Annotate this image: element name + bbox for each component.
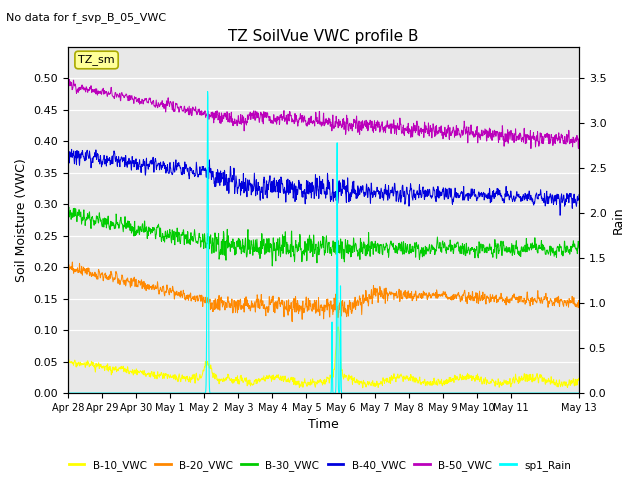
Text: TZ_sm: TZ_sm xyxy=(78,55,115,65)
Title: TZ SoilVue VWC profile B: TZ SoilVue VWC profile B xyxy=(228,29,419,44)
Text: No data for f_svp_B_05_VWC: No data for f_svp_B_05_VWC xyxy=(6,12,166,23)
X-axis label: Time: Time xyxy=(308,419,339,432)
Y-axis label: Soil Moisture (VWC): Soil Moisture (VWC) xyxy=(15,158,28,282)
Y-axis label: Rain: Rain xyxy=(612,206,625,234)
Legend: B-10_VWC, B-20_VWC, B-30_VWC, B-40_VWC, B-50_VWC, sp1_Rain: B-10_VWC, B-20_VWC, B-30_VWC, B-40_VWC, … xyxy=(65,456,575,475)
